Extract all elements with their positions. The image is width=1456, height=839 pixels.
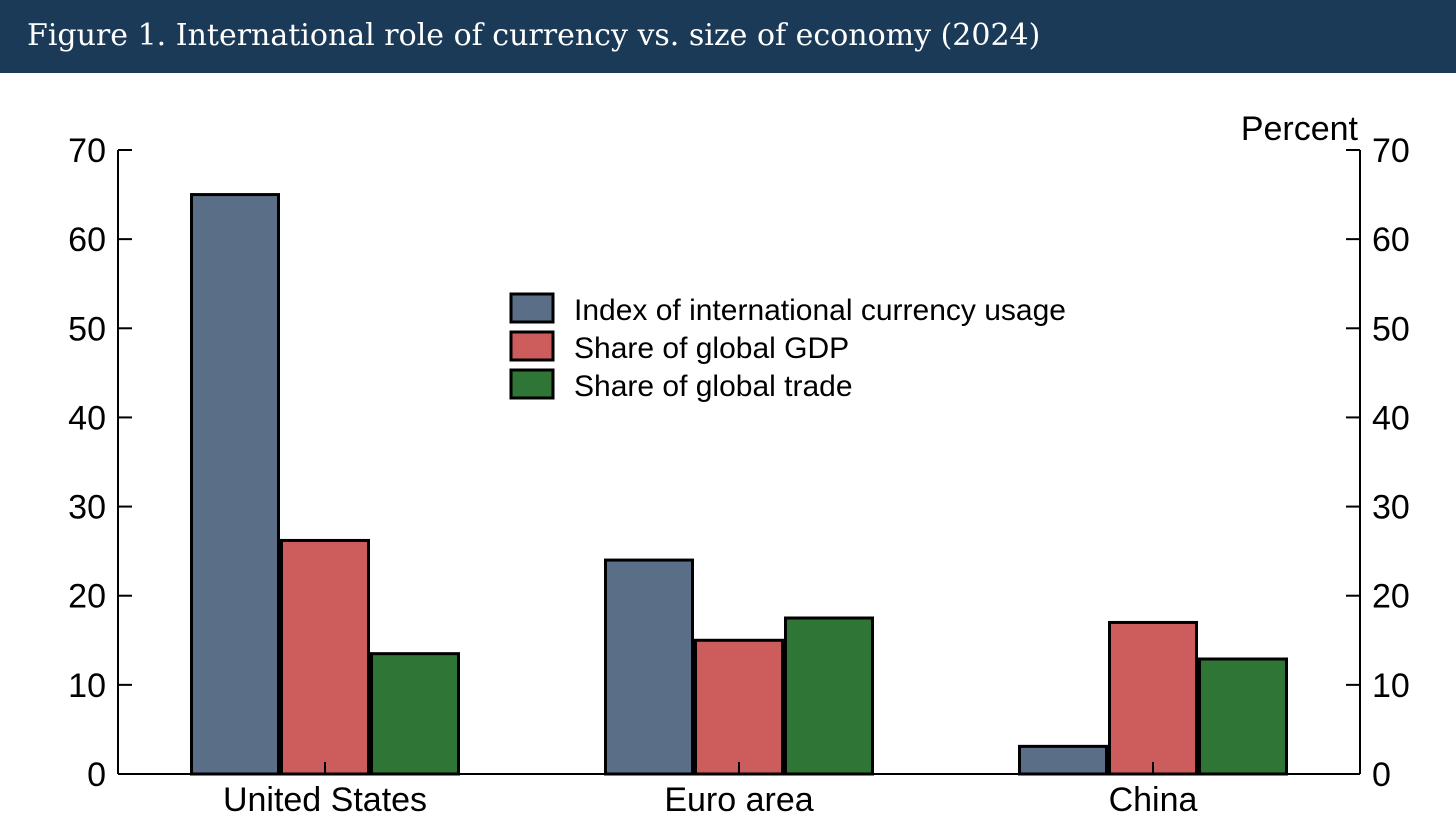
bar-china-share-of-global-gdp (1108, 620, 1198, 776)
left-y-tick-label: 0 (87, 756, 106, 794)
legend: Index of international currency usage Sha… (509, 292, 1066, 403)
bar-united-states-share-of-global-trade (370, 652, 460, 776)
legend-label-share-of-global-gdp: Share of global GDP (574, 332, 849, 365)
bar-china-share-of-global-trade (1198, 657, 1288, 776)
right-y-tick-label: 50 (1372, 310, 1410, 348)
left-y-tick-label: 50 (68, 310, 106, 348)
legend-label-index-of-international-currency-usage: Index of international currency usage (574, 294, 1066, 327)
unit-label: Percent (1241, 110, 1359, 148)
bar-united-states-index-of-international-currency-usage (190, 193, 280, 776)
left-y-tick-label: 20 (68, 578, 106, 616)
bars-group (190, 193, 1288, 776)
right-y-tick-label: 10 (1372, 667, 1410, 705)
right-y-tick-label: 40 (1372, 399, 1410, 437)
legend-swatch-share-of-global-trade (509, 368, 555, 400)
legend-swatch-index-of-international-currency-usage (509, 292, 555, 324)
legend-label-share-of-global-trade: Share of global trade (574, 370, 853, 403)
legend-swatch-share-of-global-gdp (509, 330, 555, 362)
bar-china-index-of-international-currency-usage (1018, 744, 1108, 776)
bar-euro-area-share-of-global-trade (784, 616, 874, 776)
right-y-tick-label: 30 (1372, 489, 1410, 527)
bar-euro-area-share-of-global-gdp (694, 638, 784, 776)
left-y-tick-label: 70 (68, 132, 106, 170)
right-y-tick-label: 70 (1372, 132, 1410, 170)
left-y-tick-label: 10 (68, 667, 106, 705)
left-y-tick-label: 60 (68, 221, 106, 259)
right-y-tick-label: 60 (1372, 221, 1410, 259)
left-y-tick-label: 40 (68, 399, 106, 437)
right-y-tick-label: 0 (1372, 756, 1391, 794)
bar-united-states-share-of-global-gdp (280, 538, 370, 776)
x-tick-label: China (1109, 781, 1198, 819)
axes-group: United States Euro area China 0 0 10 10 20 20 30 3… (68, 132, 1410, 819)
x-tick-label: United States (223, 781, 427, 819)
left-y-tick-label: 30 (68, 489, 106, 527)
right-y-tick-label: 20 (1372, 578, 1410, 616)
figure-header: Figure 1. International role of currency… (0, 0, 1456, 73)
x-tick-label: Euro area (664, 781, 813, 819)
bar-euro-area-index-of-international-currency-usage (604, 558, 694, 776)
figure-title: Figure 1. International role of currency… (27, 18, 1041, 53)
